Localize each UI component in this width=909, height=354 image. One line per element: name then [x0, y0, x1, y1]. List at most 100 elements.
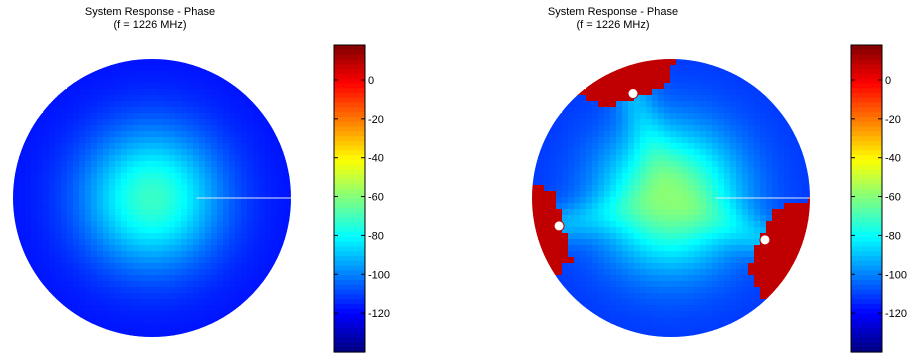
heatmap-cell: [658, 89, 665, 96]
heatmap-cell: [145, 269, 152, 276]
heatmap-cell: [223, 203, 230, 210]
heatmap-cell: [706, 83, 713, 90]
heatmap-cell: [676, 155, 683, 162]
heatmap-cell: [163, 323, 170, 330]
heatmap-cell: [760, 257, 767, 264]
heatmap-cell: [658, 275, 665, 282]
heatmap-cell: [55, 161, 62, 168]
heatmap-cell: [574, 101, 581, 108]
heatmap-cell: [205, 269, 212, 276]
heatmap-cell: [13, 173, 20, 180]
heatmap-cell: [193, 143, 200, 150]
heatmap-cell: [622, 161, 629, 168]
heatmap-cell: [115, 275, 122, 282]
heatmap-cell: [556, 281, 563, 288]
heatmap-cell: [670, 137, 677, 144]
heatmap-cell: [175, 83, 182, 90]
heatmap-cell: [205, 305, 212, 312]
heatmap-cell: [772, 209, 779, 216]
heatmap-cell: [97, 89, 104, 96]
colorbar-segment: [334, 256, 365, 262]
heatmap-cell: [760, 143, 767, 150]
heatmap-cell: [115, 77, 122, 84]
heatmap-cell: [109, 311, 116, 318]
heatmap-cell: [283, 161, 290, 168]
heatmap-cell: [586, 209, 593, 216]
heatmap-cell: [139, 239, 146, 246]
heatmap-cell: [133, 329, 140, 336]
heatmap-cell: [235, 299, 242, 306]
heatmap-cell: [730, 113, 737, 120]
heatmap-cell: [622, 257, 629, 264]
heatmap-cell: [145, 227, 152, 234]
heatmap-cell: [586, 173, 593, 180]
heatmap-cell: [199, 263, 206, 270]
heatmap-cell: [91, 173, 98, 180]
heatmap-cell: [103, 323, 110, 330]
heatmap-cell: [598, 137, 605, 144]
heatmap-cell: [574, 227, 581, 234]
heatmap-cell: [271, 257, 278, 264]
heatmap-cell: [127, 257, 134, 264]
heatmap-cell: [25, 233, 32, 240]
heatmap-cell: [592, 287, 599, 294]
heatmap-cell: [748, 215, 755, 222]
heatmap-cell: [85, 227, 92, 234]
heatmap-cell: [628, 245, 635, 252]
heatmap-cell: [223, 131, 230, 138]
heatmap-cell: [610, 149, 617, 156]
heatmap-cell: [622, 251, 629, 258]
heatmap-cell: [115, 149, 122, 156]
heatmap-cell: [181, 113, 188, 120]
heatmap-cell: [73, 305, 80, 312]
heatmap-cell: [592, 89, 599, 96]
heatmap-cell: [259, 161, 266, 168]
heatmap-cell: [724, 131, 731, 138]
heatmap-cell: [730, 125, 737, 132]
heatmap-cell: [73, 257, 80, 264]
heatmap-cell: [652, 71, 659, 78]
heatmap-cell: [259, 137, 266, 144]
heatmap-cell: [658, 179, 665, 186]
heatmap-cell: [610, 83, 617, 90]
heatmap-cell: [139, 335, 146, 337]
heatmap-cell: [730, 263, 737, 270]
heatmap-cell: [796, 143, 803, 150]
heatmap-cell: [205, 179, 212, 186]
heatmap-cell: [586, 233, 593, 240]
heatmap-cell: [736, 251, 743, 258]
heatmap-cell: [67, 131, 74, 138]
heatmap-cell: [586, 299, 593, 306]
heatmap-cell: [79, 221, 86, 228]
heatmap-cell: [277, 173, 284, 180]
heatmap-cell: [706, 89, 713, 96]
heatmap-cell: [91, 269, 98, 276]
heatmap-cell: [229, 215, 236, 222]
heatmap-cell: [151, 335, 158, 337]
heatmap-cell: [61, 251, 68, 258]
heatmap-cell: [670, 179, 677, 186]
heatmap-cell: [730, 101, 737, 108]
heatmap-cell: [742, 257, 749, 264]
heatmap-cell: [169, 59, 176, 66]
heatmap-cell: [283, 167, 290, 174]
heatmap-cell: [79, 143, 86, 150]
heatmap-cell: [187, 221, 194, 228]
colorbar-segment: [334, 102, 365, 108]
heatmap-cell: [742, 197, 749, 204]
heatmap-cell: [115, 221, 122, 228]
heatmap-cell: [169, 305, 176, 312]
heatmap-cell: [778, 143, 785, 150]
heatmap-cell: [109, 305, 116, 312]
heatmap-cell: [586, 131, 593, 138]
colorbar-segment: [334, 83, 365, 89]
heatmap-cell: [544, 143, 551, 150]
heatmap-cell: [205, 209, 212, 216]
heatmap-cell: [241, 197, 248, 204]
heatmap-cell: [580, 113, 587, 120]
heatmap-cell: [199, 311, 206, 318]
heatmap-cell: [682, 317, 689, 324]
heatmap-cell: [640, 119, 647, 126]
heatmap-cell: [634, 101, 641, 108]
heatmap-cell: [181, 317, 188, 324]
